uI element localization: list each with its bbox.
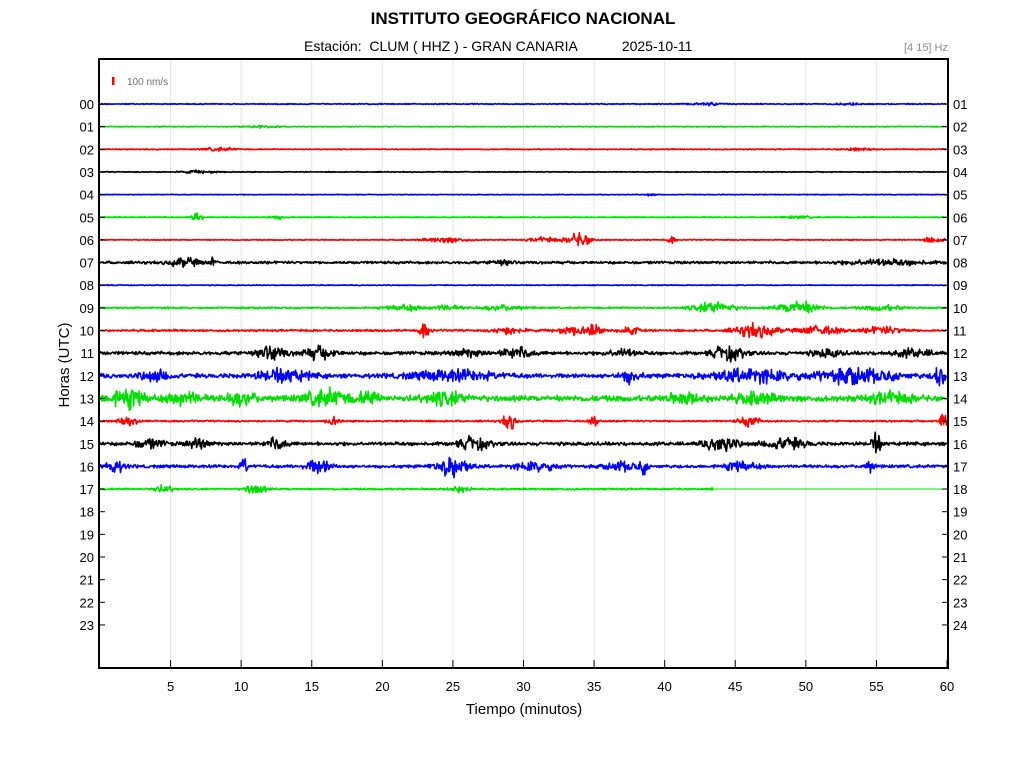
trace-hour-05: [99, 212, 947, 221]
hour-label-left: 17: [80, 482, 94, 497]
station-info: Estación: CLUM ( HHZ ) - GRAN CANARIA 202…: [304, 38, 692, 54]
hour-label-right: 02: [953, 120, 967, 135]
hour-label-left: 05: [80, 210, 94, 225]
station-name: CLUM ( HHZ ) - GRAN CANARIA: [369, 38, 578, 54]
hour-label-right: 21: [953, 550, 967, 565]
hour-label-left: 21: [80, 573, 94, 588]
hour-label-left: 10: [80, 324, 94, 339]
trace-hour-15: [99, 431, 948, 454]
hour-label-right: 01: [953, 97, 967, 112]
trace-hour-12: [99, 366, 948, 387]
x-tick-label: 50: [799, 679, 813, 694]
hour-label-left: 00: [80, 97, 94, 112]
hour-label-right: 06: [953, 210, 967, 225]
hour-label-right: 13: [953, 369, 967, 384]
hour-label-left: 15: [80, 437, 94, 452]
y-axis-title: Horas (UTC): [56, 322, 73, 407]
trace-hour-01: [99, 124, 947, 129]
vertical-grid: [170, 60, 877, 667]
hour-label-left: 13: [80, 391, 94, 406]
x-tick-label: 5: [167, 679, 174, 694]
x-tick-label: 30: [516, 679, 530, 694]
plot-frame: [98, 58, 949, 669]
hour-label-right: 05: [953, 188, 967, 203]
trace-hour-14: [99, 413, 948, 430]
trace-hour-17: [99, 484, 714, 494]
x-tick-label: 10: [234, 679, 248, 694]
hour-label-right: 23: [953, 595, 967, 610]
x-axis-title: Tiempo (minutos): [466, 701, 582, 718]
hour-label-left: 16: [80, 459, 94, 474]
hour-label-left: 14: [80, 414, 94, 429]
hour-label-left: 18: [80, 505, 94, 520]
x-tick-label: 35: [587, 679, 601, 694]
trace-hour-02: [99, 146, 947, 152]
trace-hour-16: [99, 456, 948, 479]
hour-label-left: 22: [80, 595, 94, 610]
hour-label-left: 12: [80, 369, 94, 384]
hour-label-left: 20: [80, 550, 94, 565]
hour-label-left: 03: [80, 165, 94, 180]
hour-label-left: 09: [80, 301, 94, 316]
hour-label-right: 12: [953, 346, 967, 361]
hour-label-left: 08: [80, 278, 94, 293]
hour-label-right: 03: [953, 142, 967, 157]
hour-label-left: 19: [80, 527, 94, 542]
hour-label-right: 11: [953, 324, 967, 339]
seismogram-traces: [99, 101, 948, 494]
x-tick-label: 55: [869, 679, 883, 694]
record-date: 2025-10-11: [621, 38, 693, 54]
scale-bar: [112, 77, 115, 85]
hour-label-right: 20: [953, 527, 967, 542]
hour-label-right: 16: [953, 437, 967, 452]
hour-label-right: 22: [953, 573, 967, 588]
axis-ticks: 5 10 15 20 25 30 35 40 45 50 55 60 00 01 02 03 04 05 06 07 0…: [80, 97, 968, 694]
hour-label-right: 18: [953, 482, 967, 497]
trace-hour-00: [99, 101, 947, 107]
trace-hour-03: [99, 169, 947, 175]
x-tick-label: 20: [375, 679, 389, 694]
hour-label-right: 04: [953, 165, 967, 180]
scale-bar-label: 100 nm/s: [127, 77, 168, 88]
x-tick-label: 60: [940, 679, 954, 694]
hour-label-left: 04: [80, 188, 94, 203]
trace-hour-08: [99, 283, 947, 287]
hour-label-left: 02: [80, 142, 94, 157]
trace-hour-09: [99, 300, 947, 314]
station-prefix: Estación:: [304, 38, 362, 54]
x-tick-label: 15: [305, 679, 319, 694]
x-tick-label: 40: [657, 679, 671, 694]
hour-label-right: 24: [953, 618, 967, 633]
hour-label-left: 07: [80, 256, 94, 271]
hour-label-right: 19: [953, 505, 967, 520]
hour-label-right: 17: [953, 459, 967, 474]
hour-label-left: 23: [80, 618, 94, 633]
hour-label-right: 08: [953, 256, 967, 271]
hour-label-right: 07: [953, 233, 967, 248]
trace-hour-10: [99, 321, 948, 339]
x-tick-label: 45: [728, 679, 742, 694]
x-tick-label: 25: [446, 679, 460, 694]
trace-hour-11: [99, 344, 948, 363]
hour-label-left: 01: [80, 120, 94, 135]
hour-label-right: 15: [953, 414, 967, 429]
hour-label-left: 11: [81, 346, 95, 361]
hour-label-left: 06: [80, 233, 94, 248]
chart-title: INSTITUTO GEOGRÁFICO NACIONAL: [370, 9, 676, 28]
hour-label-right: 14: [953, 391, 967, 406]
hour-label-right: 10: [953, 301, 967, 316]
trace-hour-07: [99, 256, 948, 268]
filter-band: [4 15] Hz: [903, 42, 948, 54]
trace-hour-04: [99, 193, 948, 197]
trace-hour-13: [99, 386, 947, 412]
trace-hour-06: [99, 232, 947, 247]
hour-label-right: 09: [953, 278, 967, 293]
